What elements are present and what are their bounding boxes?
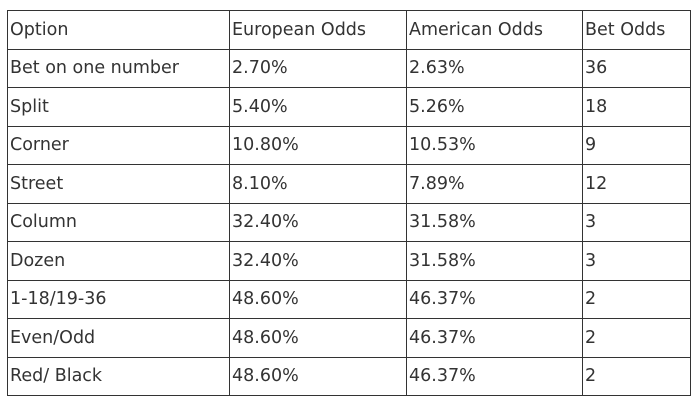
cell-option: Bet on one number: [7, 48, 230, 88]
table-row: 1-18/19-36 48.60% 46.37% 2: [7, 279, 691, 319]
cell-option: Even/Odd: [7, 318, 230, 358]
cell-european-odds: 2.70%: [229, 48, 407, 88]
cell-american-odds: 31.58%: [406, 202, 583, 242]
cell-european-odds: 8.10%: [229, 164, 407, 204]
table-row: Red/ Black 48.60% 46.37% 2: [7, 356, 691, 396]
cell-european-odds: 48.60%: [229, 318, 407, 358]
table-row: Street 8.10% 7.89% 12: [7, 164, 691, 204]
cell-american-odds: 31.58%: [406, 241, 583, 281]
table-row: Column 32.40% 31.58% 3: [7, 202, 691, 242]
table-row: Bet on one number 2.70% 2.63% 36: [7, 48, 691, 88]
table-row: Dozen 32.40% 31.58% 3: [7, 241, 691, 281]
cell-bet-odds: 2: [582, 318, 691, 358]
cell-bet-odds: 3: [582, 241, 691, 281]
cell-bet-odds: 2: [582, 356, 691, 396]
cell-european-odds: 32.40%: [229, 241, 407, 281]
cell-option: Dozen: [7, 241, 230, 281]
cell-american-odds: 46.37%: [406, 279, 583, 319]
cell-european-odds: 10.80%: [229, 125, 407, 165]
table-row: Even/Odd 48.60% 46.37% 2: [7, 318, 691, 358]
header-option: Option: [7, 10, 230, 50]
cell-option: Red/ Black: [7, 356, 230, 396]
cell-american-odds: 10.53%: [406, 125, 583, 165]
header-row: Option European Odds American Odds Bet O…: [7, 10, 691, 50]
cell-american-odds: 46.37%: [406, 318, 583, 358]
header-american-odds: American Odds: [406, 10, 583, 50]
table-row: Corner 10.80% 10.53% 9: [7, 125, 691, 165]
cell-bet-odds: 18: [582, 87, 691, 127]
cell-american-odds: 7.89%: [406, 164, 583, 204]
cell-european-odds: 48.60%: [229, 279, 407, 319]
cell-bet-odds: 3: [582, 202, 691, 242]
cell-option: Corner: [7, 125, 230, 165]
cell-european-odds: 5.40%: [229, 87, 407, 127]
cell-american-odds: 2.63%: [406, 48, 583, 88]
cell-option: Street: [7, 164, 230, 204]
cell-american-odds: 46.37%: [406, 356, 583, 396]
odds-table: Option European Odds American Odds Bet O…: [7, 10, 691, 396]
cell-bet-odds: 9: [582, 125, 691, 165]
header-bet-odds: Bet Odds: [582, 10, 691, 50]
cell-european-odds: 48.60%: [229, 356, 407, 396]
cell-european-odds: 32.40%: [229, 202, 407, 242]
table-header: Option European Odds American Odds Bet O…: [7, 10, 691, 50]
cell-option: Column: [7, 202, 230, 242]
header-european-odds: European Odds: [229, 10, 407, 50]
table-body: Bet on one number 2.70% 2.63% 36 Split 5…: [7, 48, 691, 396]
cell-option: Split: [7, 87, 230, 127]
cell-bet-odds: 2: [582, 279, 691, 319]
table-row: Split 5.40% 5.26% 18: [7, 87, 691, 127]
cell-bet-odds: 36: [582, 48, 691, 88]
cell-american-odds: 5.26%: [406, 87, 583, 127]
cell-bet-odds: 12: [582, 164, 691, 204]
cell-option: 1-18/19-36: [7, 279, 230, 319]
